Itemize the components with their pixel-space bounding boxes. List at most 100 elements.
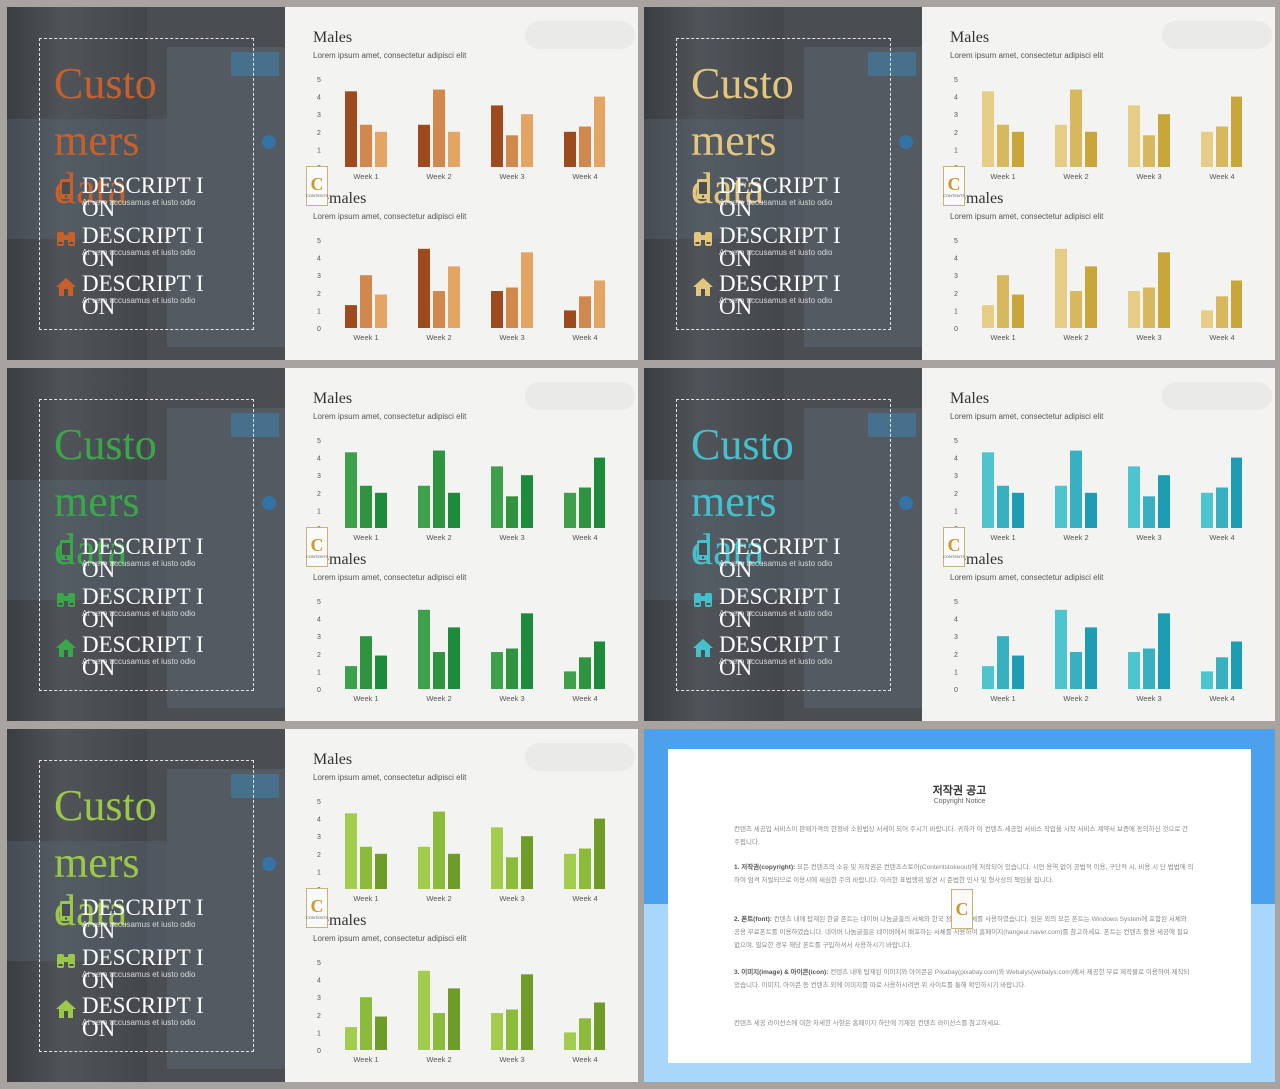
y-tick-label: 0 (954, 687, 958, 694)
x-tick-label: Week 4 (1209, 694, 1234, 703)
background-document (804, 47, 922, 347)
y-tick-label: 2 (317, 1013, 321, 1020)
bar (375, 294, 387, 328)
bar (448, 492, 460, 528)
bar (1216, 657, 1228, 689)
description-title: DESCRIPT ION (82, 895, 204, 943)
phone-icon (692, 178, 714, 200)
background-document-bar (868, 413, 916, 437)
bar (506, 496, 518, 528)
description-text: At vero accusamus et iusto odio (719, 198, 833, 207)
notice-title: 저작권 공고 (932, 785, 987, 797)
background-document-bar (231, 413, 279, 437)
males-title: Males (950, 29, 990, 46)
bar (579, 126, 591, 167)
background-photo (644, 7, 784, 360)
contents-logo: C CONTENTS (943, 166, 965, 206)
description-title: DESCRIPT ION (82, 945, 204, 993)
y-tick-label: 3 (954, 473, 958, 480)
slide-2[interactable]: Custo mers data DESCRIPT ION At vero accusam… (644, 7, 1275, 360)
slide-1[interactable]: Custo mers data DESCRIPT ION At vero accusam… (7, 7, 638, 360)
y-tick-label: 3 (317, 834, 321, 841)
bar (375, 131, 387, 167)
x-tick-label: Week 1 (353, 1055, 378, 1064)
bar (1158, 475, 1170, 528)
background-photo-strip (7, 480, 167, 600)
y-tick-label: 4 (954, 95, 958, 102)
bar (360, 636, 372, 689)
notice-paragraph: 2. 폰트(font): 컨텐츠 내에 탑재된 한글 폰트는 네이버 나눔글꼴의… (734, 913, 1194, 952)
bar (1201, 310, 1213, 328)
slide-4[interactable]: Custo mers data DESCRIPT ION At vero accusam… (644, 368, 1275, 721)
binoculars-icon (55, 589, 77, 611)
y-tick-label: 3 (317, 112, 321, 119)
bar (1070, 89, 1082, 167)
home-icon (55, 637, 77, 659)
bar (521, 613, 533, 689)
y-tick-label: 5 (317, 599, 321, 606)
y-tick-label: 2 (317, 291, 321, 298)
y-tick-label: 5 (954, 77, 958, 84)
cloud-decoration (525, 21, 635, 49)
big-title-line-1: Custo (54, 59, 157, 108)
photo-panel: Custo mers data DESCRIPT ION At vero accusam… (7, 368, 285, 721)
chart-panel: Males Lorem ipsum amet, consectetur adipi… (285, 7, 638, 360)
x-tick-label: Week 1 (353, 333, 378, 342)
bar (1231, 641, 1243, 689)
description-title: DESCRIPT ION (82, 223, 204, 271)
slide-5[interactable]: Custo mers data DESCRIPT ION At vero accusam… (7, 729, 638, 1082)
x-tick-label: Week 1 (353, 172, 378, 181)
bar (375, 1016, 387, 1050)
dashed-frame (39, 760, 254, 1052)
females-subtitle: Lorem ipsum amet, consectetur adipisci e… (950, 212, 1104, 221)
bar (418, 609, 430, 689)
description-text: At vero accusamus et iusto odio (82, 657, 196, 666)
copyright-notice-slide[interactable]: 저작권 공고 Copyright Notice 컨텐츠 세공업 서비스이 판매가격의… (644, 729, 1275, 1082)
description-text: At vero accusamus et iusto odio (719, 248, 833, 257)
contents-logo: C CONTENTS (306, 527, 328, 567)
x-tick-label: Week 3 (1136, 533, 1161, 542)
description-item: DESCRIPT ION At vero accusamus et iusto o… (692, 585, 892, 631)
males-title: Males (950, 390, 990, 407)
bar (360, 275, 372, 328)
bar (345, 1027, 357, 1050)
bar (594, 818, 606, 889)
description-title: DESCRIPT ION (82, 632, 204, 680)
bar (982, 91, 994, 167)
slide-3[interactable]: Custo mers data DESCRIPT ION At vero accusam… (7, 368, 638, 721)
bar (491, 827, 503, 889)
males-subtitle: Lorem ipsum amet, consectetur adipisci e… (950, 412, 1104, 421)
y-tick-label: 2 (317, 491, 321, 498)
phone-icon (55, 900, 77, 922)
bar (491, 652, 503, 689)
background-photo (644, 368, 784, 721)
y-tick-label: 3 (317, 634, 321, 641)
bar (345, 305, 357, 328)
y-tick-label: 0 (317, 687, 321, 694)
description-item: DESCRIPT ION At vero accusamus et iusto o… (692, 535, 892, 581)
bar (579, 296, 591, 328)
y-tick-label: 2 (317, 852, 321, 859)
logo-letter: C (947, 534, 961, 555)
bar (433, 291, 445, 328)
description-item: DESCRIPT ION At vero accusamus et iusto o… (55, 272, 255, 318)
x-tick-label: Week 2 (1063, 533, 1088, 542)
bar (997, 636, 1009, 689)
x-tick-label: Week 1 (990, 533, 1015, 542)
home-icon (692, 637, 714, 659)
contents-logo: C CONTENTS (306, 166, 328, 206)
description-title: DESCRIPT ION (82, 534, 204, 582)
y-tick-label: 4 (954, 456, 958, 463)
bar (1085, 492, 1097, 528)
y-tick-label: 5 (317, 238, 321, 245)
description-text: At vero accusamus et iusto odio (719, 559, 833, 568)
bar (594, 1002, 606, 1050)
dashed-frame (676, 38, 891, 330)
bar (1055, 248, 1067, 328)
background-document (167, 408, 285, 708)
bar (1128, 466, 1140, 528)
